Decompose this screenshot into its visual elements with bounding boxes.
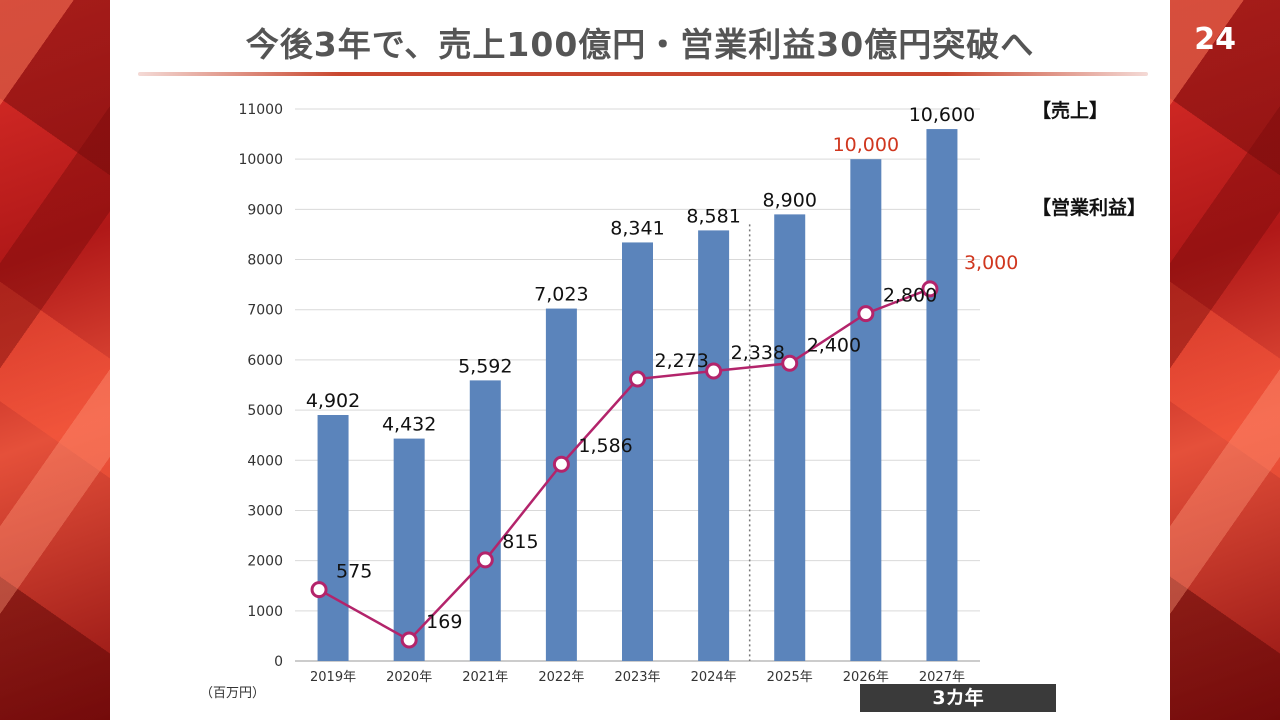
y-tick-label: 3000 [247, 503, 283, 519]
legend: 【売上】【営業利益】 [1032, 99, 1146, 219]
x-tick-label: 2026年 [843, 670, 889, 685]
y-tick-label: 10000 [238, 152, 283, 168]
x-tick-label: 2020年 [386, 670, 432, 685]
slide-title: 今後3年で、売上100億円・営業利益30億円突破へ [245, 25, 1035, 64]
y-tick-label: 2000 [247, 554, 283, 570]
y-tick-label: 9000 [247, 202, 283, 218]
profit-data-label: 575 [336, 561, 372, 583]
profit-point-2027年 [921, 280, 939, 298]
x-axis-ticks: 2019年 2020年 2021年 2022年 2023年 2024年 2025年 2026年… [310, 670, 965, 685]
profit-point-2019年 [310, 581, 328, 599]
profit-data-label: 2,800 [883, 285, 937, 307]
bar-2022年 [545, 308, 577, 661]
profit-data-label: 1,586 [578, 435, 632, 457]
y-tick-label: 6000 [247, 353, 283, 369]
profit-data-label: 2,273 [655, 350, 709, 372]
title-underline [138, 72, 1148, 76]
slide: 今後3年で、売上100億円・営業利益30億円突破へ 0 1000 2000 3000 4… [110, 0, 1170, 720]
sales-data-label: 8,341 [610, 217, 664, 239]
y-tick-label: 5000 [247, 403, 283, 419]
bar-2021年 [469, 380, 501, 661]
bar-2023年 [622, 242, 653, 661]
x-tick-label: 2021年 [462, 670, 508, 685]
sales-data-label: 4,902 [306, 390, 360, 412]
bar-2020年 [393, 438, 425, 661]
x-tick-label: 2022年 [538, 670, 584, 685]
sales-data-label: 4,432 [382, 414, 436, 436]
profit-data-label: 169 [426, 611, 462, 633]
profit-point-2020年 [400, 631, 418, 649]
legend-sales: 【売上】 [1032, 99, 1108, 122]
y-tick-label: 7000 [247, 303, 283, 319]
x-tick-label: 2024年 [691, 670, 737, 685]
x-tick-label: 2025年 [767, 670, 813, 685]
profit-point-2021年 [476, 551, 494, 569]
x-tick-label: 2019年 [310, 670, 356, 685]
bar-2027年 [926, 129, 958, 661]
profit-data-label: 2,400 [807, 334, 861, 356]
sales-data-label: 5,592 [458, 355, 512, 377]
y-tick-label: 8000 [247, 253, 283, 269]
profit-point-2023年 [629, 370, 646, 388]
x-tick-label: 2023年 [614, 670, 660, 685]
y-tick-label: 0 [274, 654, 283, 670]
legend-operating-profit: 【営業利益】 [1032, 196, 1146, 219]
page-number: 24 [1194, 22, 1236, 57]
bar-2019年 [317, 415, 349, 661]
y-tick-label: 4000 [247, 453, 283, 469]
y-tick-label: 1000 [247, 604, 283, 620]
profit-point-2026年 [857, 305, 875, 323]
period-tag: 3カ年 [860, 684, 1056, 712]
x-tick-label: 2027年 [919, 670, 965, 685]
decorative-left-panel [0, 0, 110, 720]
decorative-right-panel [1170, 0, 1280, 720]
y-tick-label: 11000 [238, 102, 283, 118]
bar-2026年 [850, 159, 882, 661]
sales-data-label: 8,900 [763, 189, 817, 211]
sales-profit-chart: 0 1000 2000 3000 4000 5000 6000 7000 8000 9000 100… [200, 99, 1146, 701]
profit-data-label: 3,000 [964, 252, 1018, 274]
sales-data-label: 10,600 [909, 104, 975, 126]
bar-2024年 [698, 230, 730, 661]
profit-line [310, 280, 939, 649]
profit-data-label: 2,338 [731, 342, 785, 364]
sales-data-label: 7,023 [534, 284, 588, 306]
profit-point-2024年 [705, 362, 723, 380]
bar-2025年 [774, 214, 806, 661]
profit-point-2025年 [781, 354, 799, 372]
bars [317, 129, 958, 661]
data-labels: 4,902 4,432 5,592 7,023 8,341 8,581 8,900 10,00… [306, 104, 1018, 633]
y-axis-ticks: 0 1000 2000 3000 4000 5000 6000 7000 8000 9000 100… [238, 102, 283, 670]
unit-label: （百万円） [200, 686, 265, 701]
profit-point-2022年 [552, 455, 570, 473]
sales-data-label: 8,581 [686, 205, 740, 227]
profit-data-label: 815 [502, 531, 538, 553]
sales-data-label: 10,000 [833, 134, 899, 156]
